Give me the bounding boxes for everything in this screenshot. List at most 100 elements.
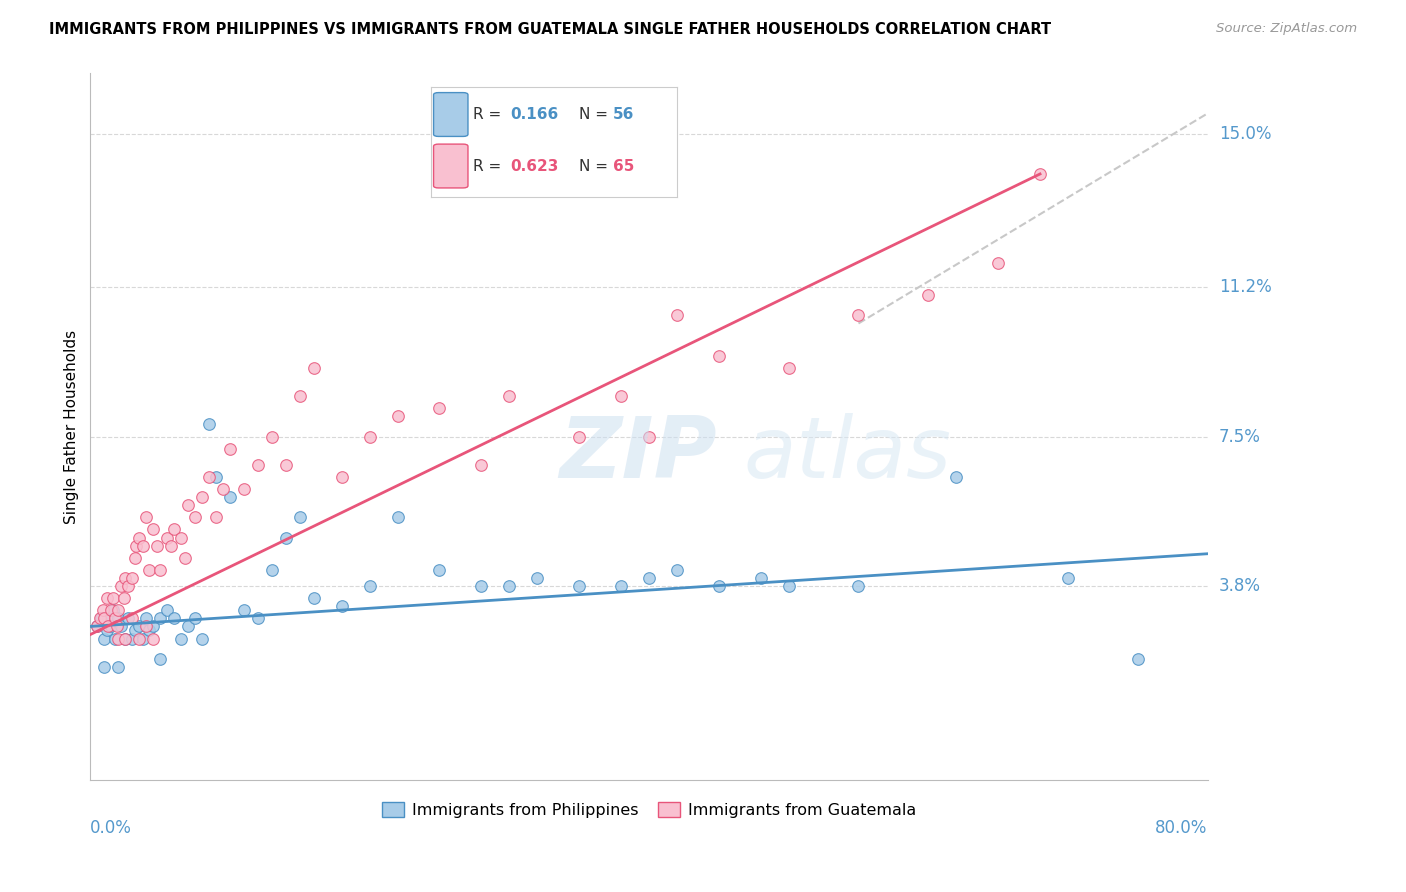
Point [707,579,730,593]
Point [110,579,132,593]
Point [1029,167,1052,181]
Point [96,624,118,638]
Point [117,611,139,625]
Point [135,611,157,625]
Point [86,619,108,633]
Text: 7.5%: 7.5% [1219,427,1261,446]
Text: 3.8%: 3.8% [1219,577,1261,595]
Text: atlas: atlas [744,413,952,496]
Point [135,619,157,633]
Point [101,591,124,606]
Point [121,611,143,625]
Point [93,660,115,674]
Point [470,579,492,593]
Point [114,571,136,585]
Point [163,523,186,537]
Point [156,603,179,617]
Point [610,579,633,593]
Point [778,579,800,593]
Point [142,523,165,537]
Text: 15.0%: 15.0% [1219,125,1271,143]
Point [498,389,520,403]
Point [184,510,207,524]
Point [146,539,169,553]
Point [110,619,132,633]
Point [132,632,155,646]
Point [138,624,160,638]
Point [128,632,150,646]
Point [198,470,221,484]
Point [170,632,193,646]
Point [330,470,353,484]
Point [170,531,193,545]
Point [205,470,228,484]
Point [274,458,297,472]
Point [198,417,221,432]
Point [107,611,129,625]
Point [638,571,661,585]
Point [128,531,150,545]
Point [128,619,150,633]
Point [121,632,143,646]
Point [104,632,127,646]
Point [288,510,311,524]
Y-axis label: Single Father Households: Single Father Households [65,329,79,524]
Point [135,510,157,524]
Point [177,498,200,512]
Point [124,624,146,638]
Point [149,611,172,625]
Point [987,256,1010,270]
Point [1057,571,1080,585]
Text: ZIP: ZIP [560,413,717,496]
Point [219,490,242,504]
Point [174,550,197,565]
Point [125,539,148,553]
Point [260,429,283,443]
Point [112,591,135,606]
Point [848,579,870,593]
Text: 80.0%: 80.0% [1156,819,1208,837]
Point [749,571,772,585]
Point [246,611,269,625]
Point [568,579,591,593]
Point [302,360,325,375]
Point [470,458,492,472]
Point [330,599,353,614]
Point [638,429,661,443]
Point [526,571,548,585]
Point [132,539,155,553]
Point [917,288,939,302]
Point [149,563,172,577]
Text: 0.0%: 0.0% [90,819,132,837]
Point [848,309,870,323]
Point [260,563,283,577]
Point [429,401,451,416]
Point [387,409,409,424]
Point [233,482,256,496]
Point [93,632,115,646]
Point [359,579,381,593]
Text: IMMIGRANTS FROM PHILIPPINES VS IMMIGRANTS FROM GUATEMALA SINGLE FATHER HOUSEHOLD: IMMIGRANTS FROM PHILIPPINES VS IMMIGRANT… [49,22,1052,37]
Point [156,531,179,545]
Point [107,603,129,617]
Point [107,660,129,674]
Point [191,490,214,504]
Point [114,632,136,646]
Point [91,603,114,617]
Point [219,442,242,456]
Point [163,611,186,625]
Point [97,611,120,625]
Point [205,510,228,524]
Point [124,550,146,565]
Point [93,611,115,625]
Point [86,619,108,633]
Point [568,429,591,443]
Point [707,349,730,363]
Point [117,579,139,593]
Point [184,611,207,625]
Point [359,429,381,443]
Point [114,632,136,646]
Point [177,619,200,633]
Point [233,603,256,617]
Point [105,619,128,633]
